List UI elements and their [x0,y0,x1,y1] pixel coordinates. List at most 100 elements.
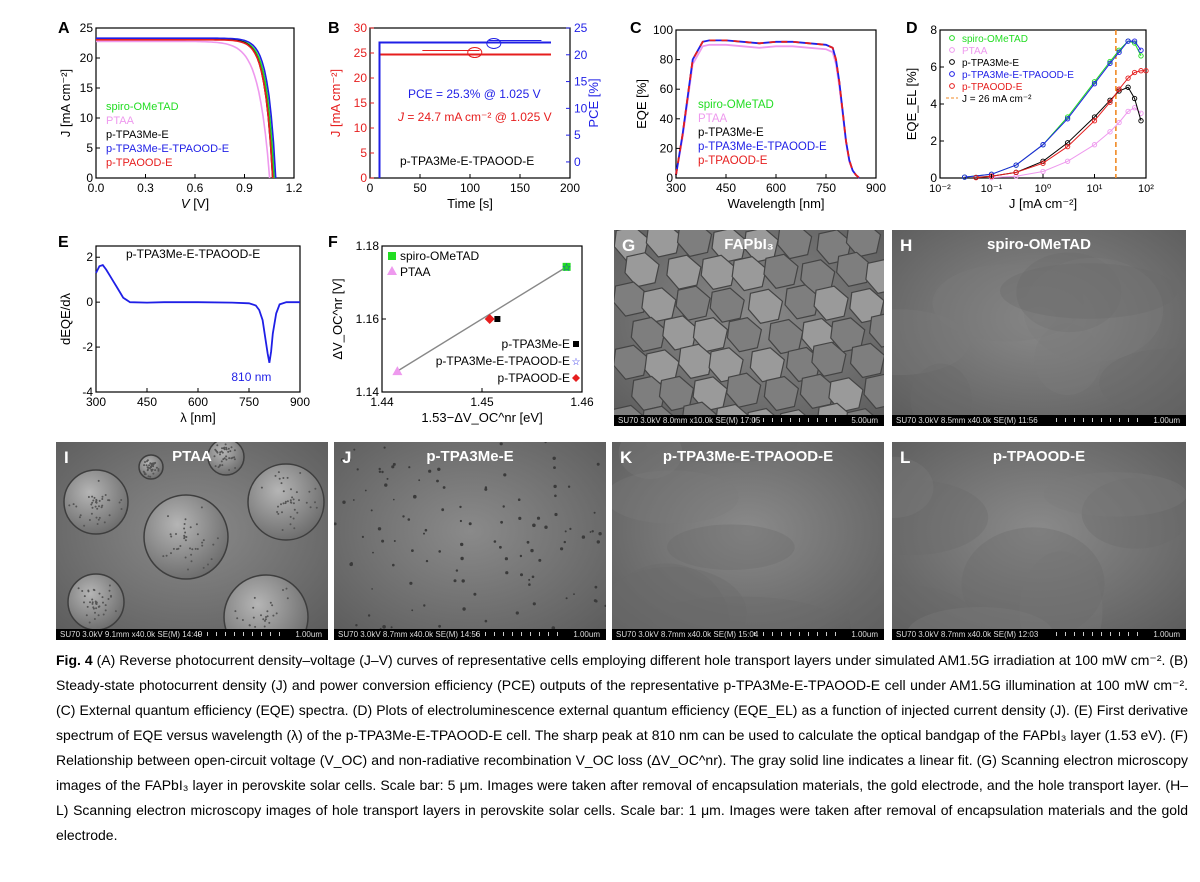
eqe-legend-entry: p-TPAOOD-E [698,155,768,167]
sem-info-text: SU70 3.0kV 9.1mm x40.0k SE(M) 14:49 [60,630,203,639]
y-tick-label: 30 [354,21,368,35]
data-point-diamond [484,314,495,324]
eqe-legend-entry: PTAA [698,113,728,125]
scale-bar-ticks [1056,632,1146,636]
series-marker-circle [467,47,483,58]
x-axis-label: λ [nm] [180,410,215,425]
eqe-el-point [1107,60,1113,66]
y-tick-label: 6 [930,60,937,74]
eqe-el-point [1125,38,1131,44]
data-point-square [562,262,571,271]
eqe-el-point [1138,53,1144,59]
x-tick-label: 1.44 [370,395,394,409]
x-tick-label: 600 [766,181,786,195]
legend-marker: ☆ [572,357,581,368]
legend-entry: spiro-OMeTAD [400,249,479,263]
x-tick-label: 0 [367,181,374,195]
sem-title: p-TPA3Me-E-TPAOOD-E [662,448,834,465]
x-tick-label: 750 [816,181,836,195]
sem-panel-letter: K [620,448,633,467]
sem-info-bar: SU70 3.0kV 9.1mm x40.0k SE(M) 14:49 1.00u… [56,629,328,640]
y-tick-label: 20 [574,48,588,62]
eqe-el-point [1064,143,1071,150]
y-tick-label: 0 [360,171,367,185]
y-tick-label: 1.16 [356,312,380,326]
eqe-el-point [1116,49,1122,55]
legend-entry: PTAA [400,265,430,279]
sem-title: p-TPA3Me-E [426,448,514,465]
eqe-el-point [1107,129,1113,135]
sem-panel-letter: H [900,236,913,255]
legend-marker [572,374,580,382]
panel-b: B 0 50 100 150 200 0 5 10 15 20 25 30 0 5 10 15 20 25 PCE =… [326,18,606,224]
legend-entry: p-TPA3Me-E-TPAOOD-E [436,354,570,368]
panel-letter: C [630,20,642,37]
y-tick-label: 2 [930,134,937,148]
data-point-square [494,316,501,322]
eqe-el-point [1131,38,1138,44]
sem-panel-letter: G [622,236,636,255]
x-tick-label: 100 [460,181,480,195]
device-label: p-TPA3Me-E-TPAOOD-E [126,247,260,261]
y-tick-label: 1.14 [356,385,380,399]
panel-e: E 300 450 600 750 900 -4 -2 0 2 p-TPA3Me-E-TPAOOD-… [56,232,318,432]
eqe-el-point [1040,160,1046,166]
legend-marker [949,59,955,65]
x-tick-label: 150 [510,181,530,195]
x-tick-label: 1.45 [470,395,494,409]
eqe-el-point [1091,142,1098,148]
peak-label: 810 nm [231,370,271,384]
y-tick-label: 100 [653,23,673,37]
caption-text: (A) Reverse photocurrent density–voltage… [56,652,1189,843]
x-tick-label: 450 [716,181,736,195]
scale-bar-ticks [754,632,844,636]
eqe-el-legend-entry: p-TPA3Me-E [962,58,1019,69]
x-axis-label: Time [s] [447,196,493,211]
y-tick-label: 5 [360,146,367,160]
jv-legend-entry: p-TPA3Me-E-TPAOOD-E [106,143,229,155]
y-tick-label: 25 [354,46,368,60]
figure-caption: Fig. 4 (A) Reverse photocurrent density–… [56,648,1188,848]
j-annotation: J = 24.7 mA cm⁻² @ 1.025 V [397,110,552,124]
y-axis-label: dEQE/dλ [58,292,73,345]
y-axis-label: J [mA cm⁻²] [58,69,73,137]
eqe-el-point [1107,99,1113,105]
y-tick-label: -4 [82,385,93,399]
pce-annotation: PCE = 25.3% @ 1.025 V [408,87,541,101]
scale-bar-ticks [476,632,566,636]
jv-curve-chart: A 0.0 0.3 0.6 0.9 1.2 0 5 10 15 20 25 spiro-OMeTAD PT… [58,20,303,211]
eqe-el-point [1116,86,1122,92]
sem-info-text: SU70 3.0kV 8.5mm x40.0k SE(M) 11:56 [896,416,1038,425]
sem-title: p-TPAOOD-E [992,448,1086,465]
eqe-el-point [1138,47,1144,53]
scale-bar-ticks [754,418,844,422]
x-tick-label: 300 [666,181,686,195]
sem-title: PTAA [172,448,212,465]
x-tick-label: 10² [1138,183,1154,195]
derivative-eqe-chart: E 300 450 600 750 900 -4 -2 0 2 p-TPA3Me-E-TPAOOD-… [58,234,310,425]
panel-c: C 300 450 600 750 900 0 20 40 60 80 100 spiro-OMeTAD… [628,18,896,224]
sem-title: FAPbI₃ [724,236,774,253]
voc-loss-chart: F ☆ 1.44 1.45 1.46 1.14 1.16 1.18 spiro-OMeTAD PT… [328,234,594,425]
legend-marker [949,47,955,53]
eqe-el-point [1064,140,1071,146]
x-axis-label: V [V] [181,196,209,211]
x-tick-label: 10¹ [1087,183,1103,195]
sem-info-text: SU70 3.0kV 8.0mm x10.0k SE(M) 17:05 [618,416,761,425]
sem-info-text: SU70 3.0kV 8.7mm x40.0k SE(M) 12:03 [896,630,1039,639]
sem-scale-label: 1.00um [295,630,322,639]
eqe-el-point [973,174,979,181]
jv-series-line [96,40,271,179]
y-tick-label: 25 [574,21,588,35]
sem-info-text: SU70 3.0kV 8.7mm x40.0k SE(M) 14:56 [338,630,481,639]
eqe-el-chart: D10⁻² 10⁻¹ 10⁰ 10¹ 10²02468spiro-OMeTADPTAAp… [904,20,1154,211]
y-tick-label: 0 [86,295,93,309]
scale-bar-ticks [1056,418,1146,422]
sem-title: spiro-OMeTAD [987,236,1091,253]
jv-legend-entry: PTAA [106,115,135,127]
eqe-el-point [1138,68,1144,74]
jv-series-line [96,37,277,179]
x-tick-label: 900 [866,181,886,195]
x-axis-label: Wavelength [nm] [727,196,824,211]
